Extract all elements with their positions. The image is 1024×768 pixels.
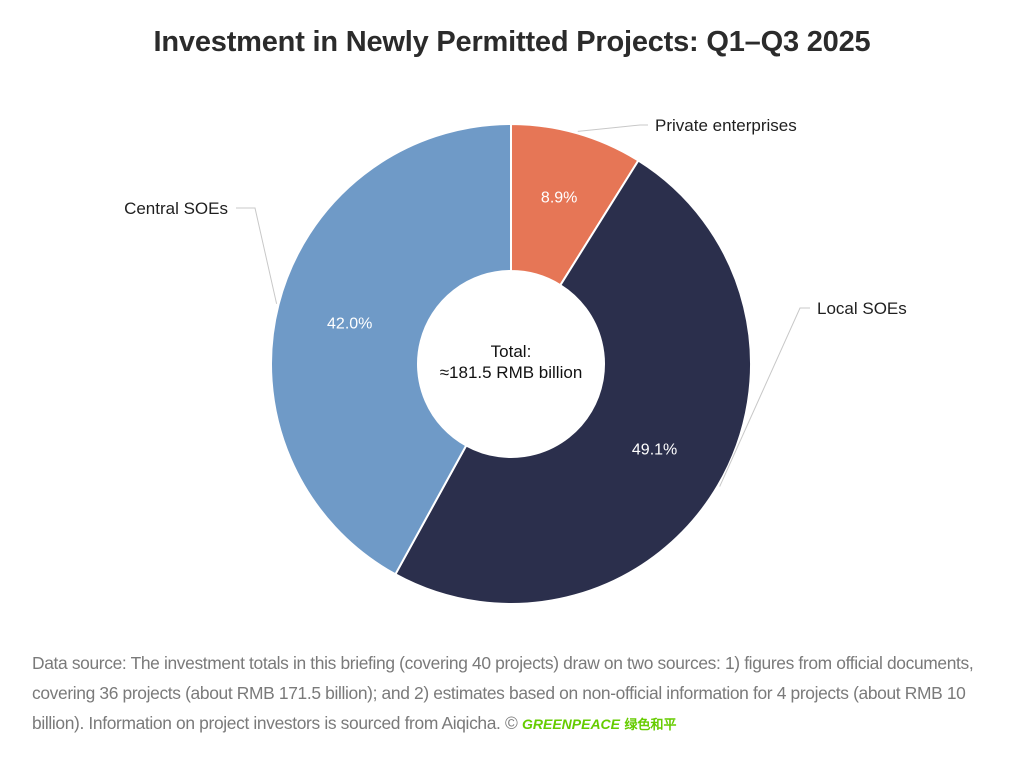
center-label-line2: ≈181.5 RMB billion: [440, 363, 583, 382]
category-label-central-soes: Central SOEs: [124, 199, 228, 218]
leader-line-local-soes: [719, 307, 810, 487]
slices-group: [270, 122, 753, 605]
labels-group: 8.9% Private enterprises 49.1% Local SOEs 42…: [124, 116, 907, 458]
category-label-local-soes: Local SOEs: [817, 299, 907, 318]
data-label-central-soes: 42.0%: [327, 316, 372, 333]
copyright-symbol: ©: [505, 713, 518, 733]
footer-text: Data source: The investment totals in th…: [32, 653, 974, 733]
leader-line-central-soes: [236, 207, 278, 304]
center-label-line1: Total:: [491, 342, 532, 361]
greenpeace-logo: GREENPEACE: [521, 716, 621, 732]
greenpeace-logo-cn: 绿色和平: [624, 717, 677, 732]
leader-line-private-enterprises: [577, 124, 648, 132]
leader-lines: [236, 124, 810, 487]
category-label-private-enterprises: Private enterprises: [655, 116, 797, 135]
data-label-private-enterprises: 8.9%: [541, 189, 577, 206]
data-label-local-soes: 49.1%: [632, 441, 677, 458]
donut-chart: 8.9% Private enterprises 49.1% Local SOEs 42…: [124, 116, 907, 605]
donut-hole: [418, 271, 604, 457]
chart-title: Investment in Newly Permitted Projects: …: [153, 26, 871, 58]
data-source-note: Data source: The investment totals in th…: [32, 648, 1007, 740]
